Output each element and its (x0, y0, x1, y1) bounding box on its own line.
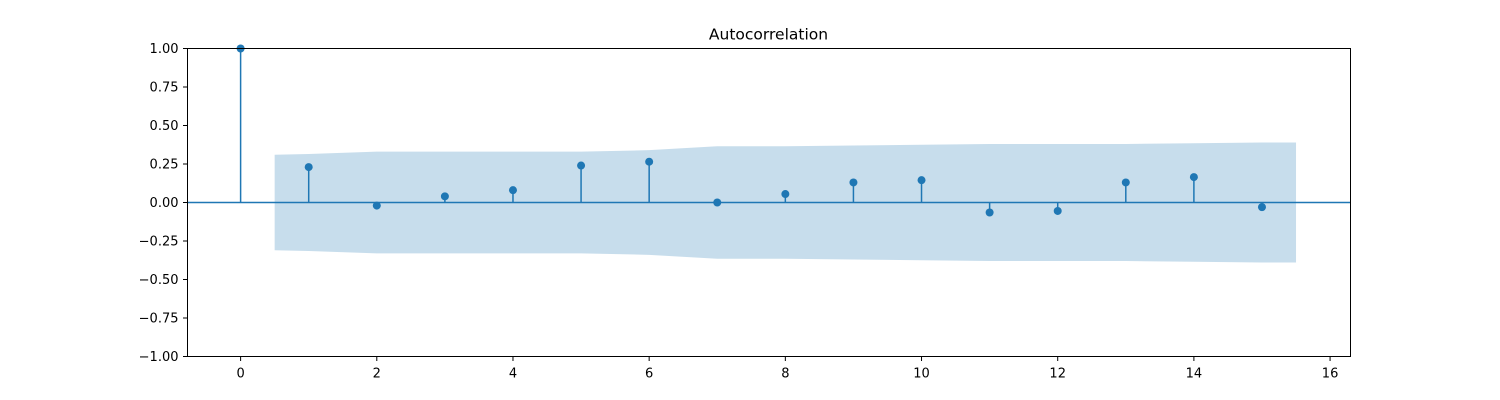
stem-marker-lag-2 (372, 201, 381, 210)
stem-marker-lag-14 (1189, 173, 1198, 182)
stem-marker-lag-3 (440, 192, 449, 201)
stem-marker-lag-4 (508, 186, 517, 195)
stem-marker-lag-1 (304, 163, 313, 172)
y-tick-label: −0.50 (139, 273, 179, 288)
stem-marker-lag-8 (781, 190, 790, 199)
chart-title: Autocorrelation (709, 26, 828, 44)
plot-frame (187, 48, 1351, 357)
y-tick-label: 0.25 (150, 158, 179, 173)
x-tick-label: 0 (236, 367, 244, 382)
stem-marker-lag-6 (645, 157, 654, 166)
x-tick-label: 10 (913, 367, 930, 382)
stem-marker-lag-13 (1121, 178, 1130, 187)
stem-marker-lag-9 (849, 178, 858, 187)
x-tick-label: 2 (373, 367, 381, 382)
stem-marker-lag-5 (577, 161, 586, 170)
x-tick-label: 14 (1186, 367, 1203, 382)
stem-layer (236, 44, 1266, 217)
y-tick-label: 0.75 (150, 81, 179, 96)
y-axis: 1.00 0.75 0.50 0.25 0.00 −0.25 −0.50 −0.75 −1.00 (139, 42, 188, 365)
y-tick-label: 0.50 (150, 119, 179, 134)
y-tick-label: 0.00 (150, 196, 179, 211)
x-tick-label: 4 (509, 367, 517, 382)
stem-marker-lag-7 (713, 198, 722, 207)
stem-marker-lag-11 (985, 208, 994, 217)
stem-marker-lag-15 (1257, 203, 1266, 212)
x-axis: 0 2 4 6 8 10 12 14 16 (236, 356, 1339, 382)
y-tick-label: −0.25 (139, 235, 179, 250)
x-tick-label: 12 (1049, 367, 1066, 382)
stem-marker-lag-10 (917, 176, 926, 185)
x-tick-label: 8 (781, 367, 789, 382)
x-tick-label: 6 (645, 367, 653, 382)
y-tick-label: −0.75 (139, 312, 179, 327)
x-tick-label: 16 (1322, 367, 1339, 382)
y-tick-label: 1.00 (150, 42, 179, 57)
y-tick-label: −1.00 (139, 350, 179, 365)
stem-marker-lag-12 (1053, 206, 1062, 215)
